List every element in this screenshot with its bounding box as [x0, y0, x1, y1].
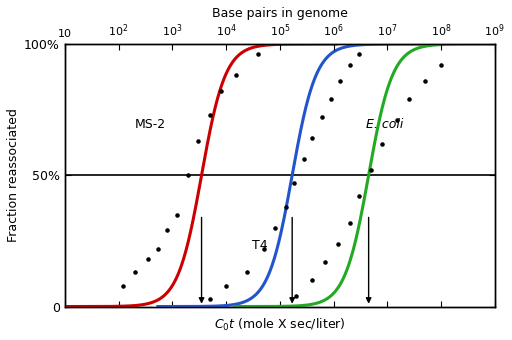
Text: E. coli: E. coli — [366, 118, 403, 131]
X-axis label: $C_0t$ (mole X sec/liter): $C_0t$ (mole X sec/liter) — [214, 317, 346, 333]
Text: MS-2: MS-2 — [135, 118, 166, 131]
Text: T4: T4 — [252, 239, 267, 252]
Y-axis label: Fraction reassociated: Fraction reassociated — [7, 108, 20, 242]
X-axis label: Base pairs in genome: Base pairs in genome — [212, 7, 348, 20]
